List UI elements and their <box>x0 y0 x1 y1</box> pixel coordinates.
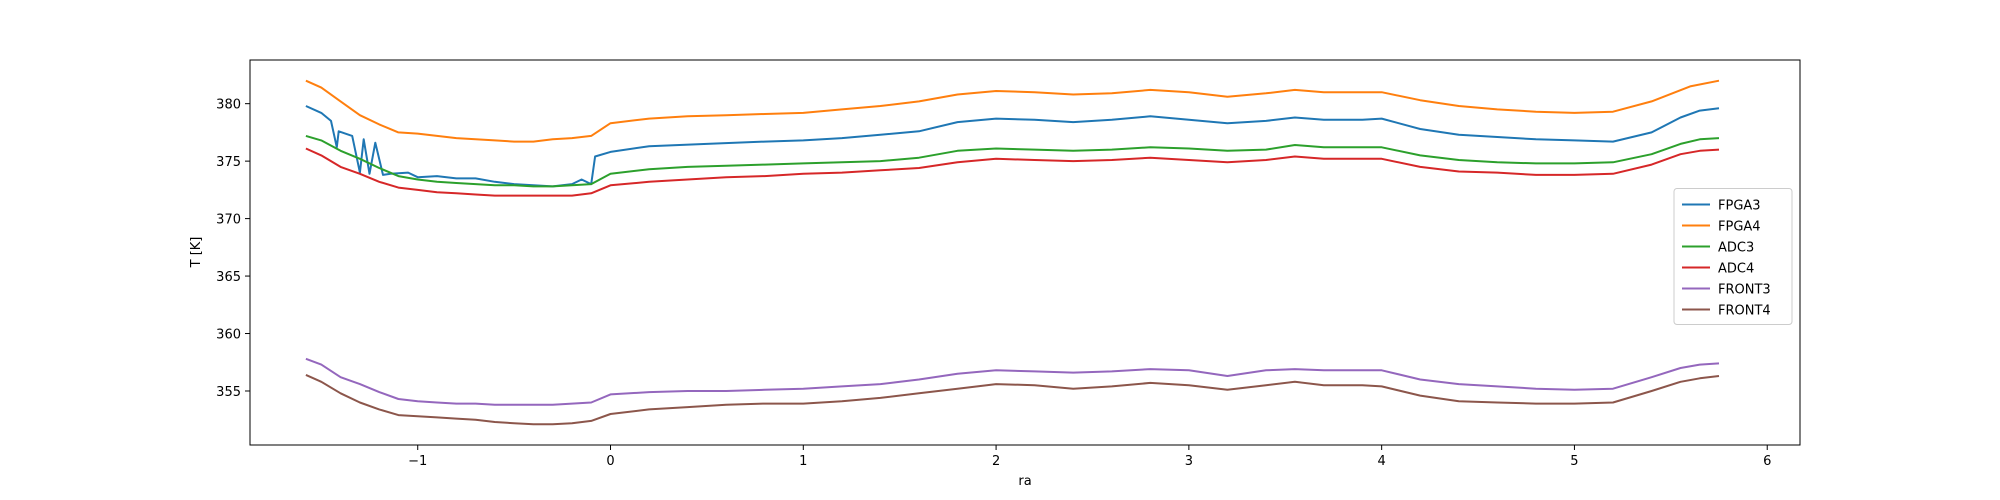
legend-label-adc3: ADC3 <box>1718 241 1754 256</box>
x-tick-label: 2 <box>992 454 1000 469</box>
series-line-adc3 <box>305 134 1720 188</box>
x-tick-label: 1 <box>799 454 807 469</box>
x-tick-label: 5 <box>1570 454 1578 469</box>
legend-label-front4: FRONT4 <box>1718 304 1771 319</box>
y-tick-label: 370 <box>216 213 241 228</box>
axes-frame <box>249 59 1801 446</box>
x-tick-label: 6 <box>1763 454 1771 469</box>
legend: FPGA3 FPGA4 ADC3 ADC4 FRONT3 FRONT4 <box>1673 188 1793 325</box>
x-tick-label: 4 <box>1378 454 1386 469</box>
series-line-front3 <box>305 357 1720 406</box>
y-tick-label: 375 <box>216 155 241 170</box>
y-tick-label: 365 <box>216 270 241 285</box>
legend-label-adc4: ADC4 <box>1718 262 1754 277</box>
series-layer <box>305 79 1720 426</box>
series-line-fpga3 <box>305 105 1720 188</box>
legend-frame <box>1673 188 1793 325</box>
x-tick-label: 0 <box>606 454 614 469</box>
y-axis-ticks: 355 360 365 370 375 380 <box>216 98 250 400</box>
x-tick-label: −1 <box>408 454 427 469</box>
legend-label-fpga4: FPGA4 <box>1718 220 1761 235</box>
series-line-fpga4 <box>305 79 1720 143</box>
y-tick-label: 380 <box>216 98 241 113</box>
legend-label-fpga3: FPGA3 <box>1718 199 1761 214</box>
y-tick-label: 355 <box>216 385 241 400</box>
legend-label-front3: FRONT3 <box>1718 283 1771 298</box>
series-line-adc4 <box>305 147 1720 197</box>
x-tick-label: 3 <box>1185 454 1193 469</box>
x-axis-label: ra <box>1018 474 1031 489</box>
x-axis-ticks: −1 0 1 2 3 4 5 6 <box>408 445 1771 469</box>
series-line-front4 <box>305 373 1720 426</box>
y-axis-label: T [K] <box>189 237 204 269</box>
y-tick-label: 360 <box>216 328 241 343</box>
plot-area <box>249 59 1801 446</box>
